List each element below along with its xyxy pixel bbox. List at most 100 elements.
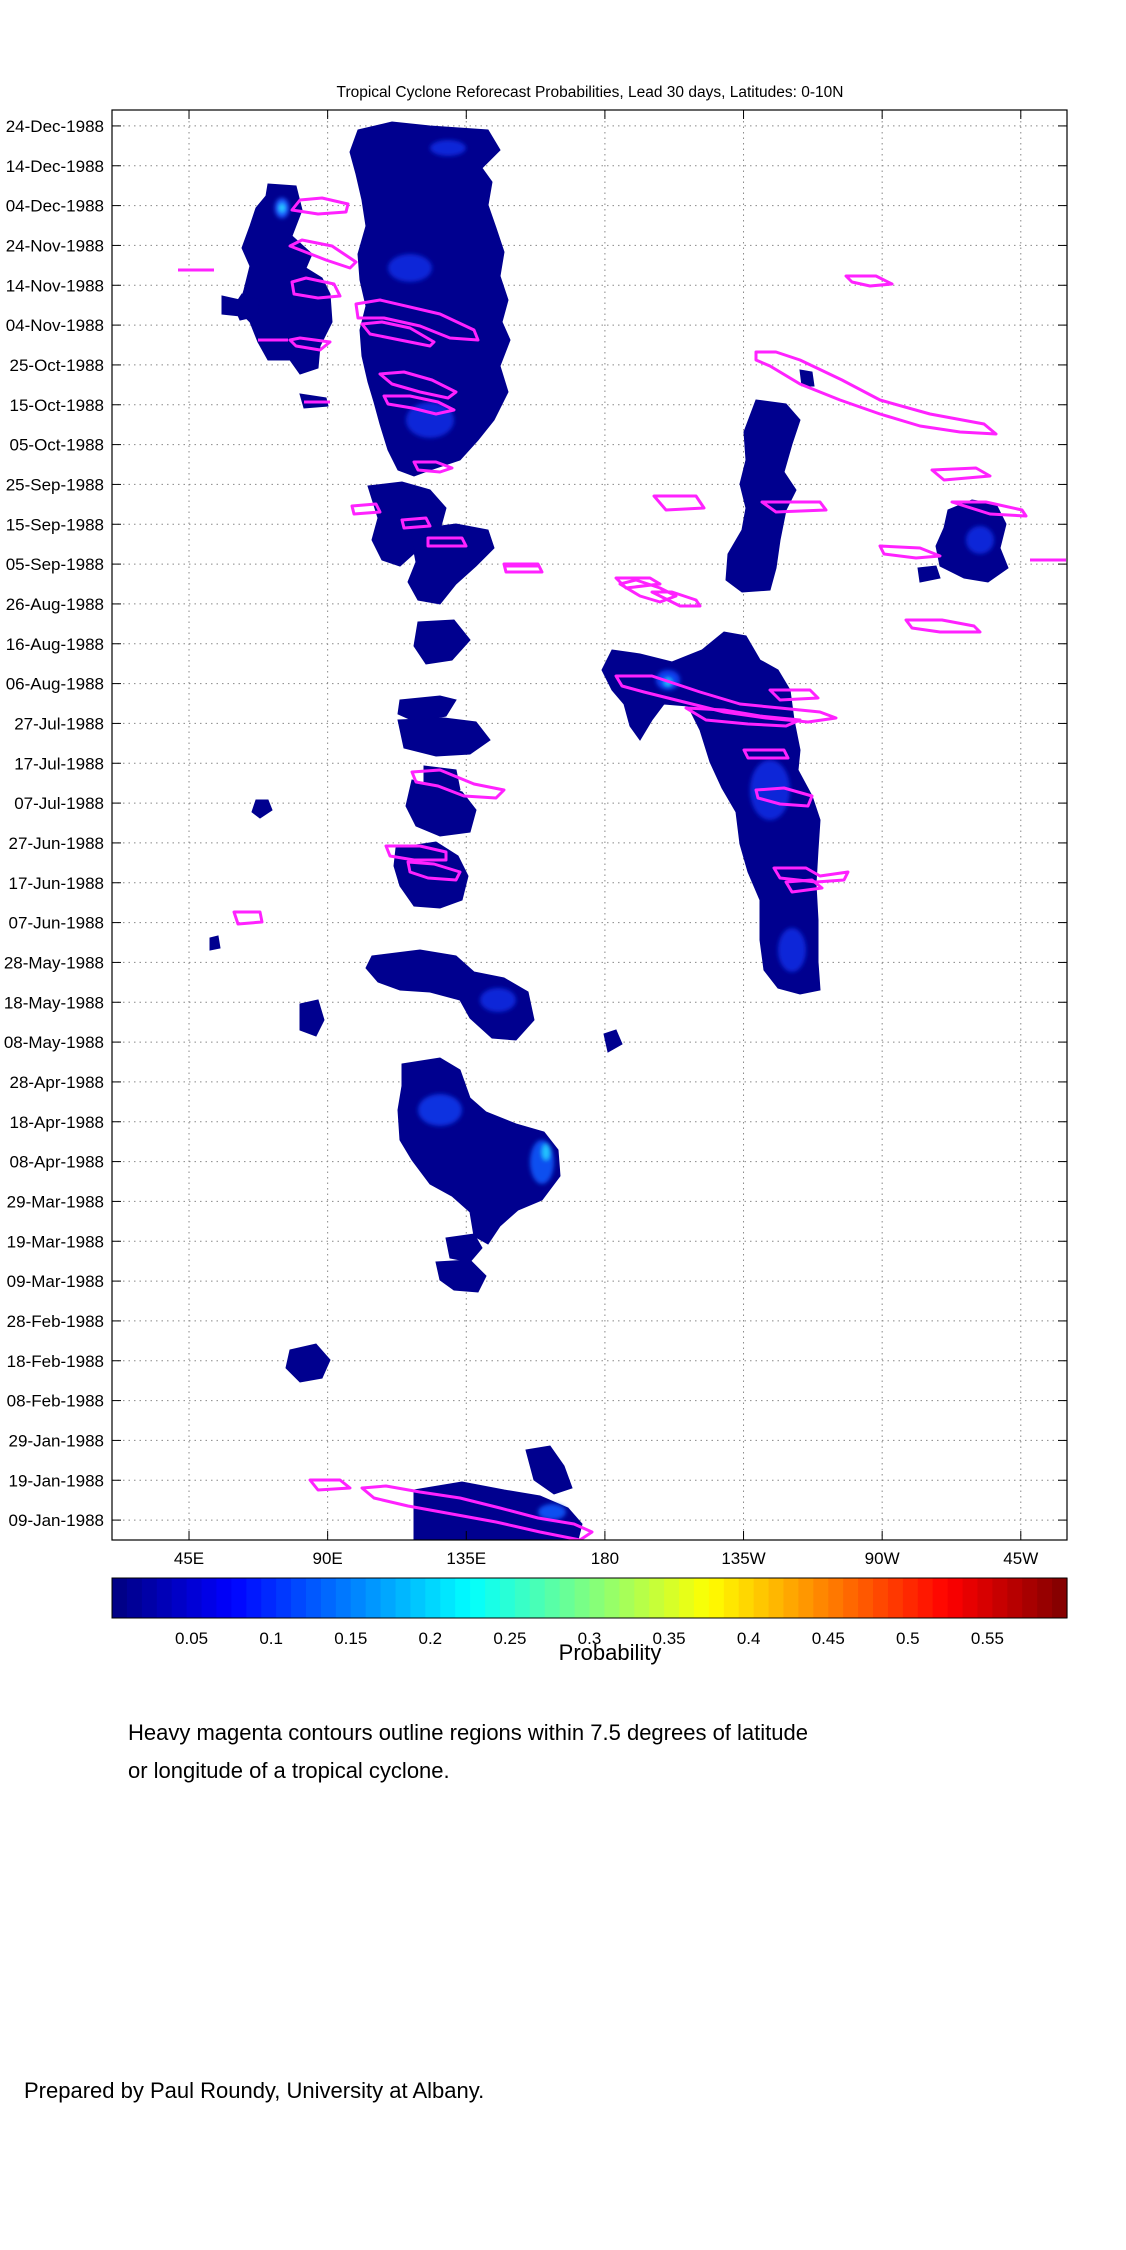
colorbar-swatch (843, 1578, 859, 1618)
y-tick-label: 09-Jan-1988 (9, 1511, 104, 1530)
colorbar-swatch (231, 1578, 247, 1618)
y-tick-label: 27-Jun-1988 (9, 834, 104, 853)
y-tick-label: 08-May-1988 (4, 1033, 104, 1052)
probability-field (178, 121, 1066, 1540)
y-tick-label: 09-Mar-1988 (7, 1272, 104, 1291)
colorbar-swatch (1052, 1578, 1068, 1618)
probability-region (435, 1259, 487, 1293)
colorbar-swatch (305, 1578, 322, 1618)
cyclone-contour (288, 336, 332, 352)
colorbar-swatch (425, 1578, 441, 1618)
y-tick-label: 14-Nov-1988 (6, 276, 104, 295)
colorbar (111, 1577, 1068, 1619)
cyclone-contour (930, 466, 992, 482)
colorbar-tick-label: 0.4 (737, 1629, 761, 1648)
colorbar-swatch (858, 1578, 874, 1618)
annotation-line-2: or longitude of a tropical cyclone. (128, 1758, 450, 1783)
y-tick-label: 19-Jan-1988 (9, 1471, 104, 1490)
y-axis: 24-Dec-1988 14-Dec-1988 04-Dec-1988 24-Nov-… (4, 117, 1067, 1530)
colorbar-label: Probability (559, 1640, 662, 1665)
cyclone-contour (426, 536, 468, 548)
probability-region (397, 717, 491, 757)
colorbar-swatch (783, 1578, 800, 1618)
colorbar-swatch (514, 1578, 531, 1618)
colorbar-tick-label: 0.3 (578, 1629, 602, 1648)
colorbar-swatch (186, 1578, 203, 1618)
x-tick-label: 90E (313, 1549, 343, 1568)
y-tick-label: 19-Mar-1988 (7, 1232, 104, 1251)
cyclone-contour (614, 576, 662, 590)
colorbar-swatch (634, 1578, 650, 1618)
colorbar-swatch (320, 1578, 337, 1618)
y-tick-label: 25-Oct-1988 (10, 356, 105, 375)
colorbar-swatch (887, 1578, 904, 1618)
colorbar-swatch (753, 1578, 770, 1618)
probability-region (349, 121, 511, 477)
probability-region (413, 619, 471, 665)
colorbar-ticks: 0.05 0.1 0.15 0.2 0.25 0.3 0.35 0.4 0.45 0.5 0.55 (175, 1629, 1004, 1648)
colorbar-swatch (246, 1578, 262, 1618)
credit-line: Prepared by Paul Roundy, University at A… (24, 2078, 485, 2103)
probability-region (917, 565, 941, 583)
y-tick-label: 15-Oct-1988 (10, 396, 105, 415)
colorbar-swatch (529, 1578, 546, 1618)
colorbar-swatch (932, 1578, 949, 1618)
y-tick-label: 08-Feb-1988 (7, 1392, 104, 1411)
cyclone-contour (384, 844, 448, 862)
tc-probability-chart: Tropical Cyclone Reforecast Probabilitie… (4, 84, 1068, 1665)
probability-region (799, 369, 815, 387)
cyclone-contour (232, 910, 264, 926)
y-tick-label: 14-Dec-1988 (6, 157, 104, 176)
colorbar-swatch (977, 1578, 993, 1618)
y-tick-label: 07-Jun-1988 (9, 914, 104, 933)
cyclone-contour (378, 370, 458, 400)
cyclone-contour (406, 860, 462, 882)
colorbar-swatch (216, 1578, 232, 1618)
colorbar-swatch (604, 1578, 620, 1618)
cyclone-contour (844, 274, 894, 288)
colorbar-swatch (544, 1578, 561, 1618)
cyclone-contour (354, 298, 480, 342)
colorbar-swatch (485, 1578, 501, 1618)
probability-region (237, 183, 333, 375)
cyclone-contour (650, 590, 702, 608)
colorbar-swatch (365, 1578, 382, 1618)
colorbar-swatch (589, 1578, 606, 1618)
probability-region (445, 1233, 483, 1263)
probability-region (365, 949, 535, 1041)
colorbar-swatch (380, 1578, 397, 1618)
colorbar-swatch (1007, 1578, 1023, 1618)
colorbar-swatch (664, 1578, 680, 1618)
cyclone-contour (760, 500, 828, 514)
cyclone-contour (502, 562, 544, 574)
cyclone-contour (410, 768, 506, 800)
cyclone-contour (768, 688, 820, 702)
y-tick-label: 17-Jun-1988 (9, 874, 104, 893)
colorbar-tick-label: 0.2 (419, 1629, 443, 1648)
cyclone-contour (904, 618, 982, 634)
probability-region (209, 935, 221, 951)
x-axis: 45E 90E 135E 180 135W 90W 45W (174, 110, 1038, 1568)
colorbar-swatch (738, 1578, 755, 1618)
colorbar-swatch (649, 1578, 665, 1618)
colorbar-swatch (708, 1578, 725, 1618)
colorbar-tick-label: 0.15 (334, 1629, 367, 1648)
y-tick-label: 28-May-1988 (4, 953, 104, 972)
cyclone-contour (754, 786, 814, 808)
y-tick-label: 24-Nov-1988 (6, 236, 104, 255)
y-tick-label: 06-Aug-1988 (6, 675, 104, 694)
colorbar-swatch (798, 1578, 814, 1618)
cyclone-contour (754, 350, 998, 436)
probability-region (603, 1029, 623, 1053)
y-tick-label: 28-Apr-1988 (9, 1073, 104, 1092)
cyclone-contour (290, 196, 350, 216)
cyclone-contour (772, 866, 850, 884)
colorbar-swatch (947, 1578, 964, 1618)
colorbar-swatch (440, 1578, 456, 1618)
colorbar-swatch (276, 1578, 292, 1618)
probability-region (251, 799, 273, 819)
y-tick-label: 26-Aug-1988 (6, 595, 104, 614)
y-tick-label: 15-Sep-1988 (6, 515, 104, 534)
colorbar-swatch (1037, 1578, 1053, 1618)
y-tick-label: 29-Mar-1988 (7, 1192, 104, 1211)
